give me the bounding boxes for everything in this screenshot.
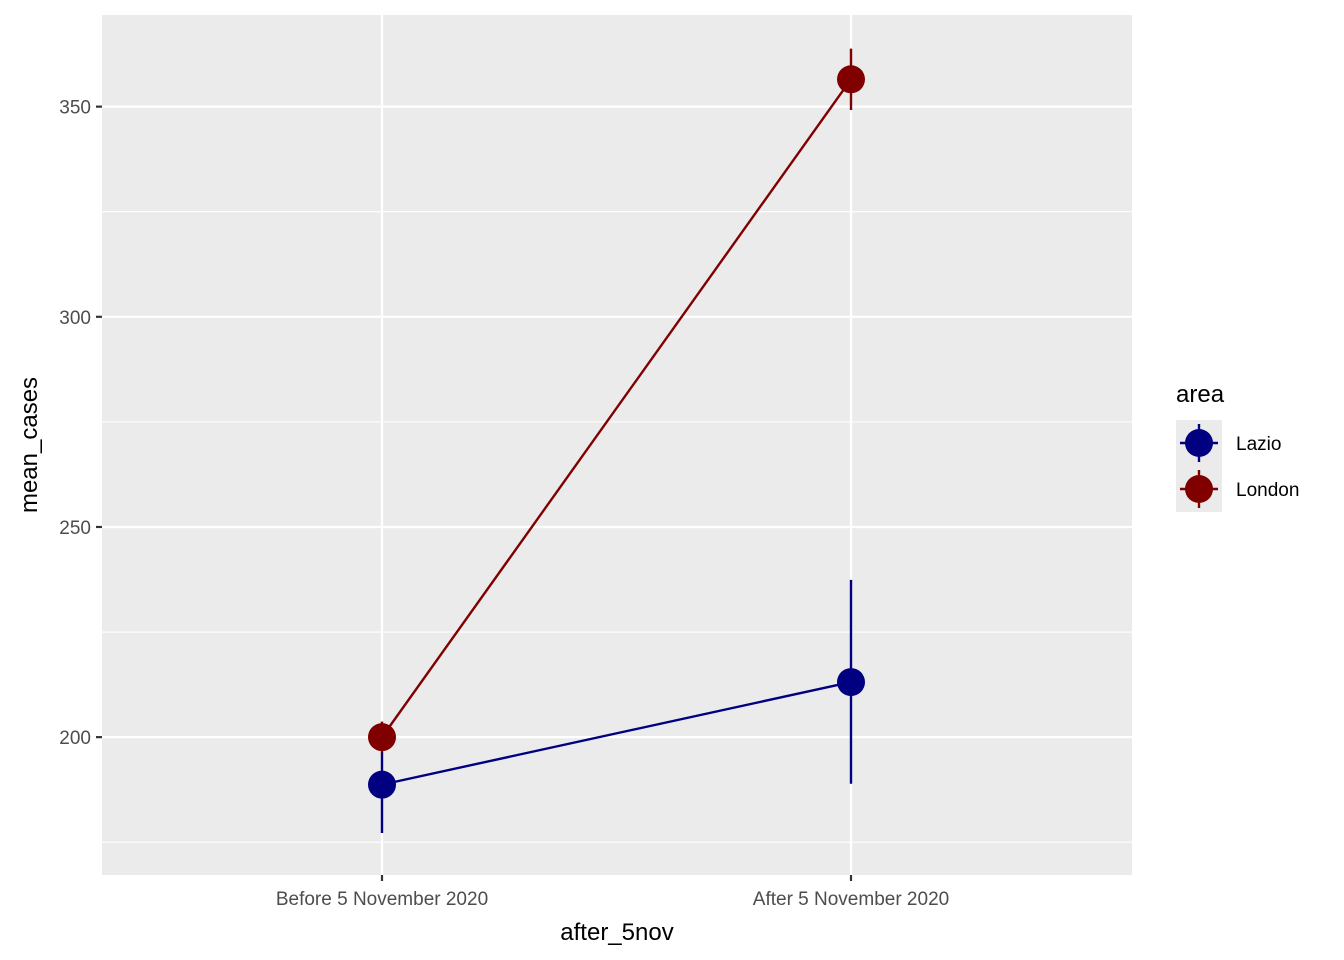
y-tick-label: 350: [59, 98, 91, 119]
x-tick-label: After 5 November 2020: [753, 889, 949, 910]
y-axis-title: mean_cases: [16, 377, 43, 513]
panel-background: [102, 15, 1132, 875]
data-point-london: [837, 65, 865, 94]
legend-key-point: [1185, 475, 1213, 503]
series-line-london: [381, 78, 852, 738]
legend-label: Lazio: [1236, 434, 1281, 455]
data-point-london: [368, 723, 396, 752]
series-layer: [368, 48, 865, 833]
y-axis: 200 250 300 350: [59, 98, 102, 749]
data-point-lazio: [837, 668, 865, 697]
x-axis-title: after_5nov: [560, 919, 673, 946]
legend: area Lazio London: [1176, 381, 1299, 512]
legend-title: area: [1176, 381, 1225, 408]
y-tick-label: 200: [59, 728, 91, 749]
legend-key-point: [1185, 429, 1213, 457]
legend-label: London: [1236, 480, 1299, 501]
series-line-lazio: [381, 680, 852, 786]
y-tick-label: 300: [59, 308, 91, 329]
y-tick-label: 250: [59, 518, 91, 539]
grid-minor: [102, 211, 1132, 843]
x-axis: Before 5 November 2020 After 5 November 2…: [276, 875, 949, 910]
x-tick-label: Before 5 November 2020: [276, 889, 488, 910]
data-point-lazio: [368, 770, 396, 799]
